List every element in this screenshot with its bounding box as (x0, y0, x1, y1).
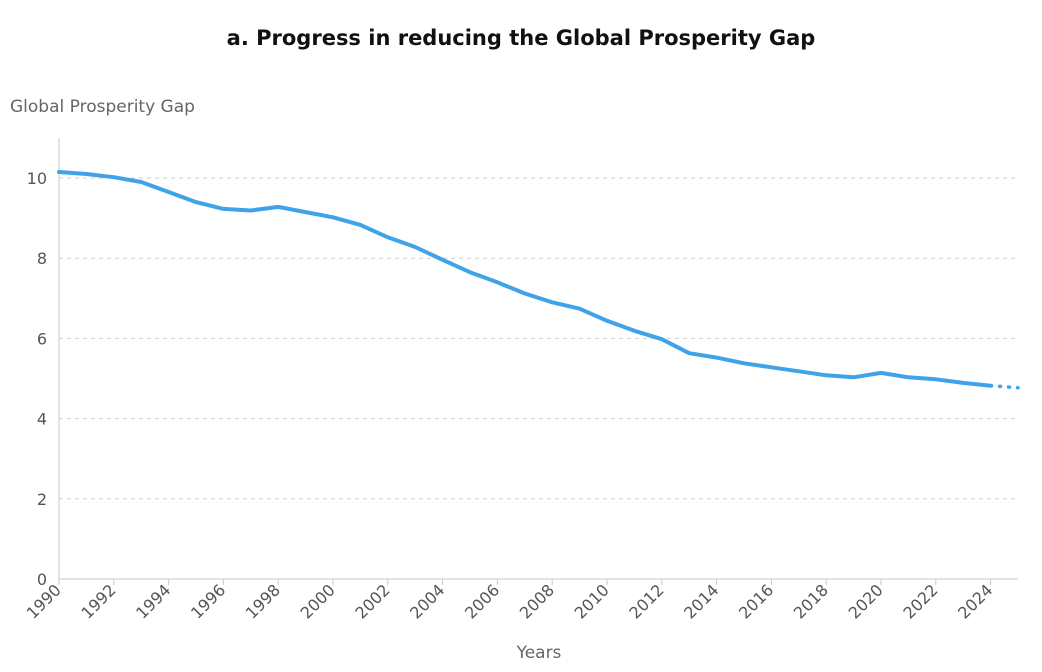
x-tick-label-1990: 1990 (23, 580, 65, 622)
y-tick-label-2: 2 (37, 490, 47, 509)
x-tick-label-2010: 2010 (571, 580, 613, 622)
x-tick-label-2012: 2012 (625, 580, 667, 622)
y-tick-label-0: 0 (37, 570, 47, 589)
x-tick-label-1994: 1994 (132, 580, 174, 622)
x-tick-label-2000: 2000 (297, 580, 339, 622)
y-tick-label-6: 6 (37, 329, 47, 348)
x-tick-label-2004: 2004 (406, 580, 448, 622)
chart-title: a. Progress in reducing the Global Prosp… (226, 26, 816, 50)
x-tick-label-2014: 2014 (680, 580, 722, 622)
y-tick-labels: 0 2 4 6 8 10 (27, 169, 47, 589)
x-tick-label-1998: 1998 (242, 580, 284, 622)
series-line-projection (988, 383, 1020, 390)
y-tick-label-4: 4 (37, 410, 47, 429)
x-tick-label-2002: 2002 (351, 580, 393, 622)
series-line-main (57, 170, 993, 388)
x-tick-label-1996: 1996 (187, 580, 229, 622)
y-axis-label: Global Prosperity Gap (10, 97, 195, 117)
axes (58, 138, 1018, 580)
x-tick-label-2022: 2022 (899, 580, 941, 622)
x-tick-label-1992: 1992 (77, 580, 119, 622)
y-tick-label-8: 8 (37, 249, 47, 268)
x-tick-label-2020: 2020 (845, 580, 887, 622)
x-tick-labels: 1990 1992 1994 1996 1998 2000 2002 2004 2006 2008… (23, 579, 996, 623)
series-layer (57, 170, 1020, 390)
x-tick-label-2024: 2024 (954, 580, 996, 622)
x-tick-label-2018: 2018 (790, 580, 832, 622)
x-tick-label-2008: 2008 (516, 580, 558, 622)
x-tick-label-2016: 2016 (735, 580, 777, 622)
y-tick-label-10: 10 (27, 169, 47, 188)
x-axis-label: Years (516, 643, 562, 663)
x-tick-label-2006: 2006 (461, 580, 503, 622)
grid-lines (59, 177, 1018, 500)
